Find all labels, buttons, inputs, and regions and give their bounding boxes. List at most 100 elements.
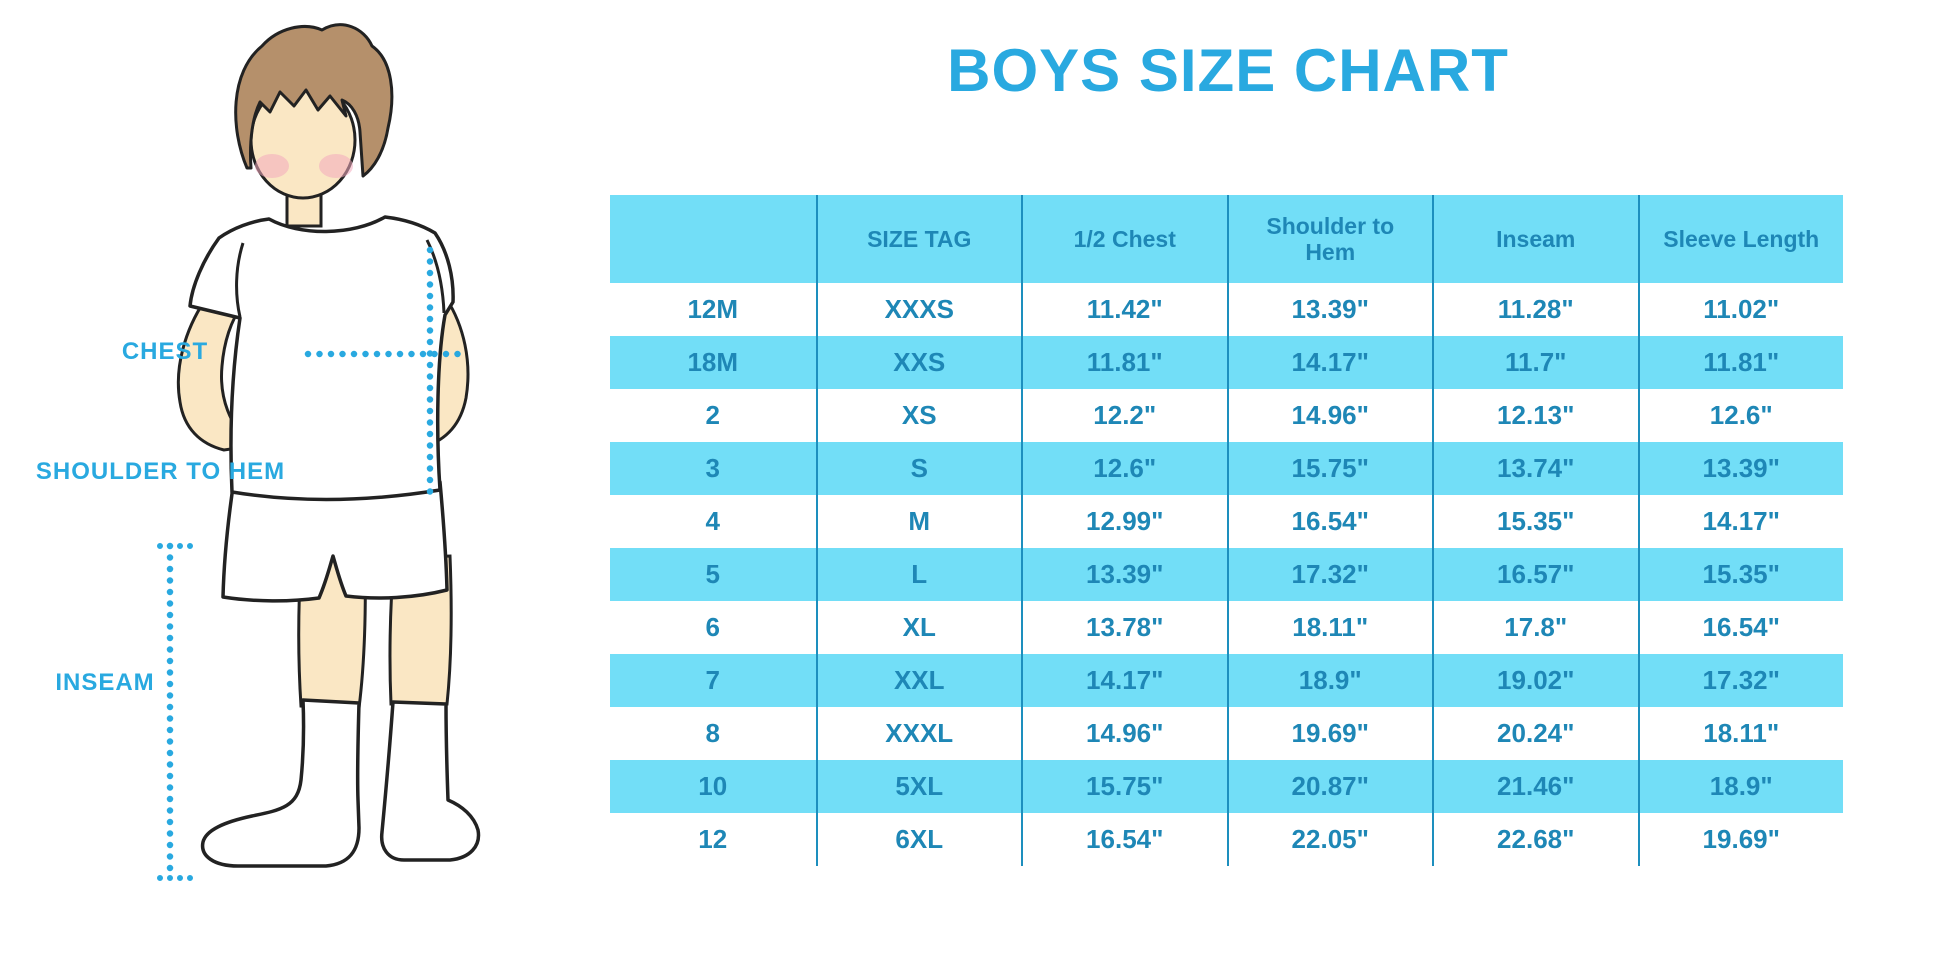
age-cell: 3 bbox=[705, 453, 720, 483]
page-title: BOYS SIZE CHART bbox=[947, 37, 1509, 104]
table-cell: 18.9" bbox=[1637, 760, 1844, 813]
age-cell: 4 bbox=[705, 506, 720, 536]
table-cell: 11.02" bbox=[1637, 283, 1844, 336]
table-cell: 13.78" bbox=[1021, 601, 1227, 654]
table-cell: 16.54" bbox=[1637, 601, 1844, 654]
table-cell: 12.6" bbox=[1021, 442, 1227, 495]
table-row: 18M XXS 11.81" 14.17" 11.7" 11.81" bbox=[610, 336, 1843, 389]
table-cell: 21.46" bbox=[1432, 760, 1638, 813]
table-row: 7 XXL 14.17" 18.9" 19.02" 17.32" bbox=[610, 654, 1843, 707]
table-cell: 15.75" bbox=[1226, 442, 1433, 495]
table-cell: 18.9" bbox=[1226, 654, 1433, 707]
table-cell: 19.69" bbox=[1226, 707, 1433, 760]
table-row: 3 S 12.6" 15.75" 13.74" 13.39" bbox=[610, 442, 1843, 495]
age-cell: 2 bbox=[705, 400, 720, 430]
table-cell: M bbox=[815, 495, 1022, 548]
table-cell: 13.39" bbox=[1637, 442, 1844, 495]
table-cell: 14.96" bbox=[1021, 707, 1227, 760]
boy-right-sock bbox=[379, 700, 481, 862]
boy-shirt-right-seam bbox=[425, 239, 446, 314]
table-row: 2 XS 12.2" 14.96" 12.13" 12.6" bbox=[610, 389, 1843, 442]
table-cell: 12.13" bbox=[1432, 389, 1638, 442]
table-cell: XXL bbox=[815, 654, 1022, 707]
table-row: 12 6XL 16.54" 22.05" 22.68" 19.69" bbox=[610, 813, 1843, 866]
table-cell: 12.99" bbox=[1021, 495, 1227, 548]
table-cell: 11.7" bbox=[1432, 336, 1638, 389]
table-cell: L bbox=[815, 548, 1022, 601]
boy-cheek-right bbox=[319, 154, 353, 178]
age-cell: 8 bbox=[705, 718, 720, 748]
boy-hair bbox=[234, 23, 394, 178]
age-cell: 5 bbox=[705, 559, 720, 589]
header-cell-sleeve-length: Sleeve Length bbox=[1637, 195, 1844, 283]
size-table-body: 12M XXXS 11.42" 13.39" 11.28" 11.02" 18M XXS 11.… bbox=[610, 283, 1843, 866]
boy-shorts bbox=[221, 478, 449, 603]
table-cell: 11.42" bbox=[1021, 283, 1227, 336]
chest-label: CHEST bbox=[121, 338, 209, 365]
inseam-label: INSEAM bbox=[55, 669, 155, 696]
table-cell: 15.35" bbox=[1432, 495, 1638, 548]
age-cell: 6 bbox=[705, 612, 720, 642]
table-header-row: SIZE TAG 1/2 Chest Shoulder to Hem Insea… bbox=[610, 195, 1843, 283]
table-cell: 18.11" bbox=[1637, 707, 1844, 760]
table-cell: S bbox=[815, 442, 1022, 495]
table-row: 5 L 13.39" 17.32" 16.57" 15.35" bbox=[610, 548, 1843, 601]
table-cell: 17.32" bbox=[1637, 654, 1844, 707]
table-cell: XXXS bbox=[815, 283, 1022, 336]
table-cell: 18.11" bbox=[1226, 601, 1433, 654]
size-table: SIZE TAG 1/2 Chest Shoulder to Hem Insea… bbox=[610, 195, 1843, 866]
table-cell: 16.54" bbox=[1021, 813, 1227, 866]
age-cell: 12M bbox=[687, 294, 739, 324]
table-cell: 17.32" bbox=[1226, 548, 1433, 601]
table-cell: 19.69" bbox=[1637, 813, 1844, 866]
table-row: 6 XL 13.78" 18.11" 17.8" 16.54" bbox=[610, 601, 1843, 654]
table-cell: 13.39" bbox=[1226, 283, 1433, 336]
header-cell-blank bbox=[610, 195, 816, 283]
table-cell: 22.68" bbox=[1432, 813, 1638, 866]
boy-illustration bbox=[157, 23, 481, 882]
table-cell: 14.17" bbox=[1021, 654, 1227, 707]
table-cell: 6XL bbox=[815, 813, 1022, 866]
table-row: 4 M 12.99" 16.54" 15.35" 14.17" bbox=[610, 495, 1843, 548]
table-cell: 16.57" bbox=[1432, 548, 1638, 601]
header-cell-inseam: Inseam bbox=[1432, 195, 1638, 283]
boy-left-sock bbox=[200, 698, 361, 868]
boy-shirt-left-seam bbox=[235, 242, 245, 318]
boy-cheek-left bbox=[255, 154, 289, 178]
table-cell: 14.17" bbox=[1226, 336, 1433, 389]
table-cell: XXXL bbox=[815, 707, 1022, 760]
table-cell: 15.75" bbox=[1021, 760, 1227, 813]
age-cell: 10 bbox=[698, 771, 728, 801]
shoulder-to-hem-label: SHOULDER TO HEM bbox=[35, 458, 286, 485]
table-cell: 13.74" bbox=[1432, 442, 1638, 495]
header-cell-half-chest: 1/2 Chest bbox=[1021, 195, 1227, 283]
table-cell: 13.39" bbox=[1021, 548, 1227, 601]
table-cell: 20.24" bbox=[1432, 707, 1638, 760]
table-cell: 11.81" bbox=[1021, 336, 1227, 389]
age-cell: 12 bbox=[698, 824, 728, 854]
header-cell-shoulder-to-hem: Shoulder to Hem bbox=[1226, 195, 1433, 283]
table-cell: 14.17" bbox=[1637, 495, 1844, 548]
table-cell: 11.81" bbox=[1637, 336, 1844, 389]
boy-shirt bbox=[188, 215, 455, 502]
table-row: 12M XXXS 11.42" 13.39" 11.28" 11.02" bbox=[610, 283, 1843, 336]
age-cell: 7 bbox=[705, 665, 720, 695]
table-cell: 14.96" bbox=[1226, 389, 1433, 442]
table-cell: XS bbox=[815, 389, 1022, 442]
table-cell: XL bbox=[815, 601, 1022, 654]
table-cell: 11.28" bbox=[1432, 283, 1638, 336]
age-cell: 18M bbox=[687, 347, 739, 377]
table-row: 8 XXXL 14.96" 19.69" 20.24" 18.11" bbox=[610, 707, 1843, 760]
table-cell: 19.02" bbox=[1432, 654, 1638, 707]
table-cell: 12.6" bbox=[1637, 389, 1844, 442]
header-cell-size-tag: SIZE TAG bbox=[815, 195, 1022, 283]
table-cell: XXS bbox=[815, 336, 1022, 389]
table-cell: 5XL bbox=[815, 760, 1022, 813]
table-cell: 15.35" bbox=[1637, 548, 1844, 601]
table-cell: 22.05" bbox=[1226, 813, 1433, 866]
table-cell: 20.87" bbox=[1226, 760, 1433, 813]
table-cell: 12.2" bbox=[1021, 389, 1227, 442]
table-row: 10 5XL 15.75" 20.87" 21.46" 18.9" bbox=[610, 760, 1843, 813]
table-cell: 16.54" bbox=[1226, 495, 1433, 548]
